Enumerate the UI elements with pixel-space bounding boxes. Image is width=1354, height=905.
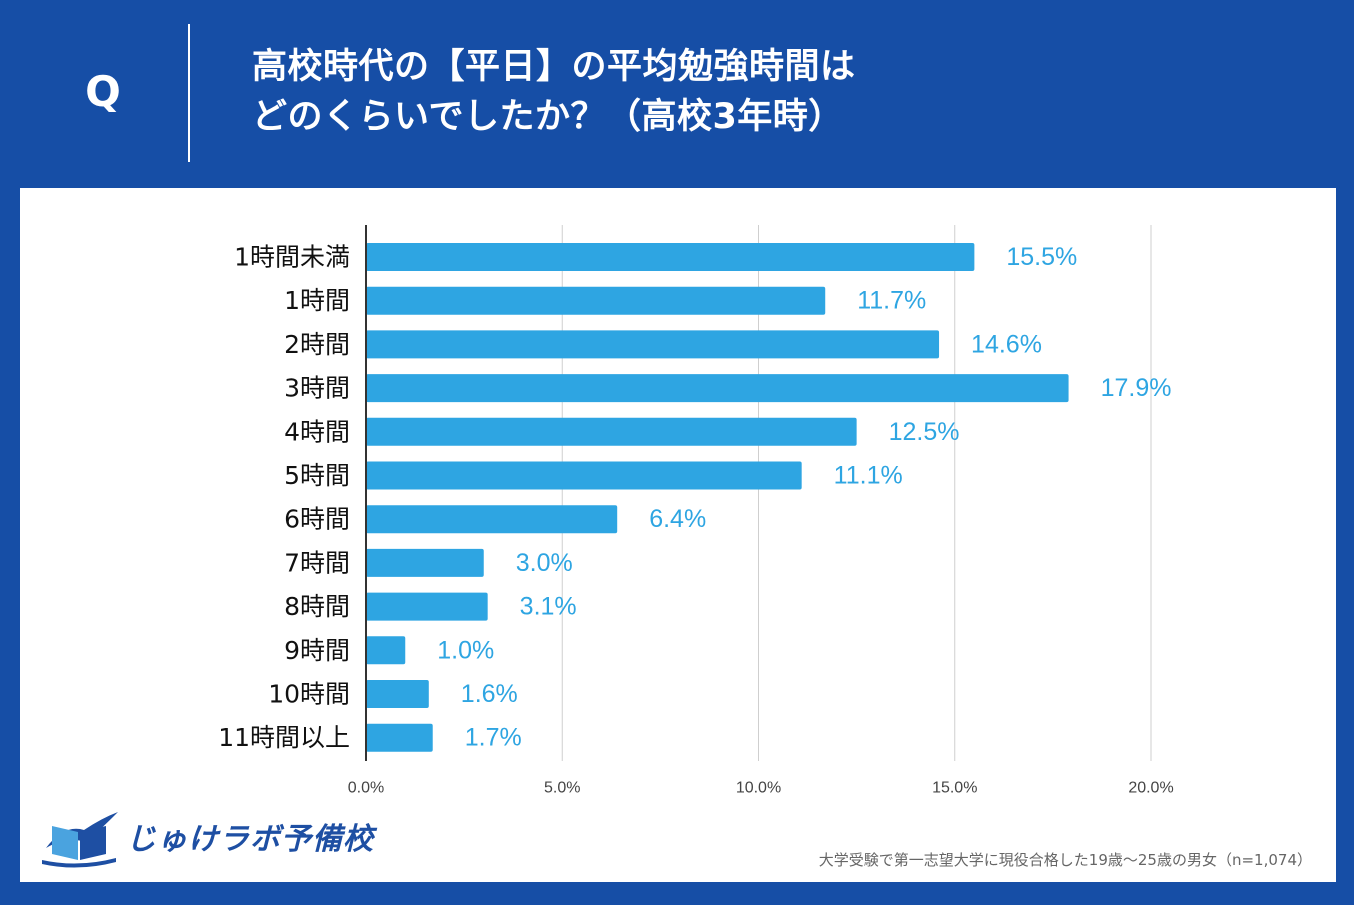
category-label: 7時間 [284, 548, 350, 577]
question-title-line-1: 高校時代の【平日】の平均勉強時間は [252, 47, 856, 87]
value-label: 1.6% [461, 680, 518, 708]
value-label: 1.7% [465, 724, 522, 752]
brand-logo-text: じゅけラボ予備校 [126, 822, 374, 857]
bar [366, 286, 826, 315]
bar [366, 723, 433, 752]
x-tick-label: 15.0% [932, 780, 977, 797]
value-label: 1.0% [437, 636, 494, 664]
survey-footnote: 大学受験で第一志望大学に現役合格した19歳〜25歳の男女（n=1,074） [818, 851, 1312, 869]
question-mark: Q [85, 67, 121, 116]
category-label: 5時間 [284, 461, 350, 490]
brand-logo: じゅけラボ予備校 [38, 808, 373, 868]
header-divider [188, 24, 190, 162]
category-label: 10時間 [268, 680, 350, 709]
category-label: 6時間 [284, 505, 350, 534]
x-tick-label: 10.0% [736, 780, 781, 797]
bar-chart: 1時間未満 15.5% 1時間 11.7% 2時間 14.6% 3時間 17.9% 4時間 12.… [218, 225, 1174, 797]
bar [366, 461, 802, 490]
value-label: 15.5% [1006, 243, 1077, 271]
x-tick-label: 5.0% [544, 780, 580, 797]
bar [366, 505, 618, 534]
question-header: Q 高校時代の【平日】の平均勉強時間は どのくらいでしたか？（高校3年時） [0, 0, 1354, 188]
bar [366, 330, 940, 359]
category-label: 9時間 [284, 636, 350, 665]
bar [366, 592, 488, 621]
category-label: 1時間 [284, 286, 350, 315]
value-label: 3.1% [520, 593, 577, 621]
category-label: 8時間 [284, 592, 350, 621]
bar [366, 680, 429, 708]
category-label: 2時間 [284, 330, 350, 359]
value-label: 14.6% [971, 330, 1042, 358]
value-label: 6.4% [649, 505, 706, 533]
value-label: 11.1% [834, 462, 903, 490]
bar [366, 243, 975, 271]
question-title: 高校時代の【平日】の平均勉強時間は どのくらいでしたか？（高校3年時） [252, 42, 1292, 142]
value-label: 11.7% [857, 287, 926, 315]
value-label: 12.5% [889, 418, 960, 446]
x-tick-label: 20.0% [1128, 780, 1173, 797]
question-title-line-2: どのくらいでしたか？（高校3年時） [252, 97, 844, 137]
value-label: 17.9% [1101, 374, 1172, 402]
bar [366, 374, 1069, 403]
category-label: 4時間 [284, 417, 350, 446]
bar [366, 548, 484, 577]
category-label: 1時間未満 [234, 243, 350, 272]
category-label: 3時間 [284, 374, 350, 403]
x-tick-label: 0.0% [348, 780, 384, 797]
bar [366, 636, 406, 665]
category-label: 11時間以上 [218, 723, 350, 752]
open-book-icon [42, 812, 118, 868]
value-label: 3.0% [516, 549, 573, 577]
chart-panel: 1時間未満 15.5% 1時間 11.7% 2時間 14.6% 3時間 17.9% 4時間 12.… [20, 188, 1336, 882]
bar [366, 417, 857, 446]
